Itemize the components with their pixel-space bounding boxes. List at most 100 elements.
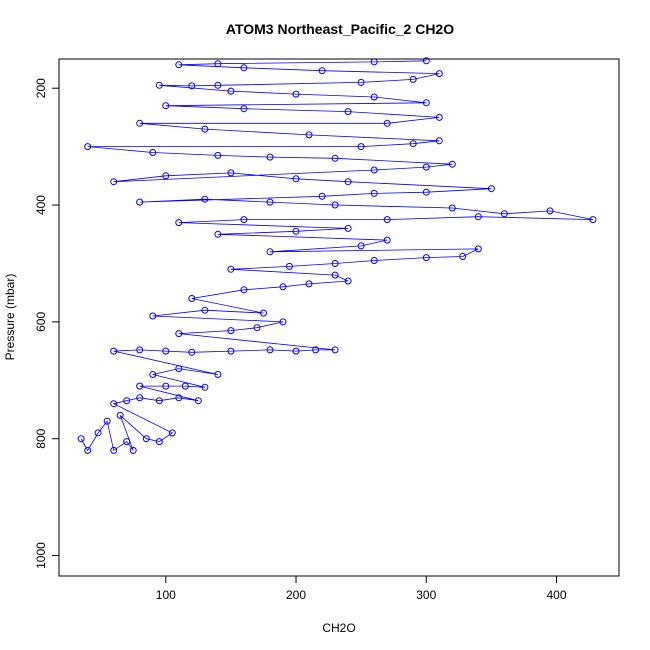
data-point: [435, 70, 443, 78]
data-point: [422, 57, 430, 65]
data-point: [136, 198, 144, 206]
data-point: [344, 178, 352, 186]
data-point: [370, 166, 378, 174]
data-point: [227, 265, 235, 273]
data-point: [474, 213, 482, 221]
data-point: [201, 195, 209, 203]
data-point: [240, 216, 248, 224]
data-point: [266, 153, 274, 161]
data-point: [357, 143, 365, 151]
data-point: [589, 216, 597, 224]
data-point: [142, 435, 150, 443]
data-point: [240, 105, 248, 113]
y-tick-label: 1000: [34, 542, 48, 569]
data-point: [357, 78, 365, 86]
data-point: [110, 347, 118, 355]
data-point: [136, 382, 144, 390]
data-point: [77, 435, 85, 443]
data-point: [188, 82, 196, 90]
data-point: [201, 306, 209, 314]
x-tick-label: 200: [286, 588, 306, 602]
x-tick-label: 400: [546, 588, 566, 602]
data-point: [227, 169, 235, 177]
data-point: [201, 383, 209, 391]
chart-title: ATOM3 Northeast_Pacific_2 CH2O: [226, 21, 454, 37]
x-tick-label: 100: [156, 588, 176, 602]
y-axis: 200 400 600 800 1000: [34, 78, 60, 569]
data-point: [292, 90, 300, 98]
data-point: [214, 230, 222, 238]
plot-area: [77, 57, 597, 454]
data-point: [305, 280, 313, 288]
data-point: [110, 446, 118, 454]
data-point: [214, 371, 222, 378]
data-point: [266, 248, 274, 256]
data-point: [181, 382, 189, 390]
data-point: [149, 312, 157, 320]
data-point: [383, 119, 391, 127]
data-point: [84, 143, 92, 151]
data-point: [136, 346, 144, 354]
data-point: [214, 151, 222, 159]
data-point: [110, 400, 118, 408]
data-point: [188, 348, 196, 356]
data-point: [227, 347, 235, 355]
data-point: [331, 346, 339, 354]
data-point: [383, 236, 391, 244]
data-point: [331, 260, 339, 267]
data-point: [344, 224, 352, 232]
series-line: [80, 60, 594, 452]
data-point: [370, 189, 378, 197]
data-point: [149, 149, 157, 156]
data-point: [214, 81, 222, 89]
data-point: [214, 60, 222, 68]
data-point: [409, 140, 417, 148]
data-point: [370, 93, 378, 101]
data-point: [175, 219, 183, 227]
data-point: [357, 242, 365, 250]
data-point: [155, 438, 163, 446]
data-point: [194, 397, 202, 405]
data-point: [103, 417, 111, 425]
data-point: [129, 446, 137, 454]
y-tick-label: 800: [34, 428, 48, 448]
data-point: [344, 277, 352, 285]
data-point: [240, 64, 248, 72]
data-point: [435, 113, 443, 121]
data-point: [201, 125, 209, 133]
y-axis-label: Pressure (mbar): [3, 274, 17, 361]
data-point: [474, 245, 482, 253]
data-point: [155, 397, 163, 405]
data-point: [370, 257, 378, 264]
data-point: [448, 204, 456, 212]
data-point: [459, 253, 467, 260]
data-point: [175, 394, 183, 402]
data-point: [312, 346, 320, 354]
data-point: [286, 262, 293, 270]
data-point: [422, 254, 430, 262]
data-point: [487, 185, 495, 193]
y-tick-label: 200: [34, 78, 48, 98]
data-point: [149, 371, 157, 378]
data-point: [136, 119, 144, 127]
data-point: [435, 137, 443, 145]
data-point: [162, 172, 170, 180]
data-point: [253, 324, 261, 332]
y-tick-label: 600: [34, 312, 48, 332]
data-point: [260, 309, 267, 317]
data-point: [344, 108, 352, 116]
data-point: [279, 318, 287, 326]
data-point: [500, 210, 508, 218]
data-point: [136, 394, 144, 402]
data-point: [546, 207, 554, 215]
data-point: [168, 429, 176, 437]
data-point: [409, 75, 417, 83]
data-point: [331, 201, 339, 209]
data-point: [175, 330, 183, 338]
x-axis: 100 200 300 400: [156, 575, 567, 602]
data-point: [305, 131, 313, 139]
data-point: [110, 178, 118, 186]
data-point: [84, 446, 92, 454]
data-point: [292, 227, 300, 235]
